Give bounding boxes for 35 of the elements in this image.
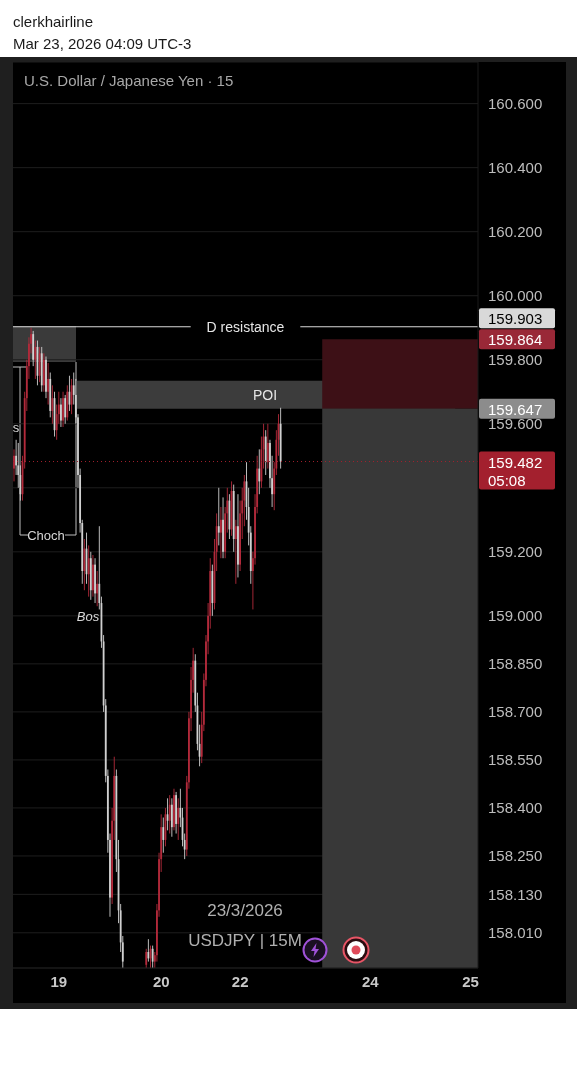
text: clerkhairline xyxy=(13,13,94,31)
x-tick-label: 25 xyxy=(462,972,479,990)
annotation: s xyxy=(12,419,20,435)
band-label: POI xyxy=(252,386,278,403)
ref-line-label: 159.482 xyxy=(488,453,543,471)
text: Mar 23, 2026 04:09 UTC-3 xyxy=(13,35,192,53)
y-tick-label: 158.550 xyxy=(488,751,543,769)
y-tick-label: 160.200 xyxy=(488,223,543,240)
x-tick-label: 20 xyxy=(152,972,170,990)
annotation: Bos xyxy=(76,608,100,624)
y-tick-label: 160.000 xyxy=(488,287,543,305)
annotation: D resistance xyxy=(206,318,285,335)
y-tick-label: 160.400 xyxy=(488,158,543,176)
text: 05:08 xyxy=(488,471,526,489)
text: U.S. Dollar / Japanese Yen · 15 xyxy=(24,72,234,89)
annotation: 23/3/2026 xyxy=(207,900,283,920)
x-tick-label: 19 xyxy=(50,972,68,990)
annotation: USDJPY | 15M xyxy=(188,930,302,950)
x-tick-label: 24 xyxy=(361,972,380,990)
ref-line-label: 159.903 xyxy=(488,309,543,327)
annotation: Choch xyxy=(27,527,65,543)
x-tick-label: 22 xyxy=(231,972,249,990)
y-tick-label: 160.600 xyxy=(488,94,543,112)
y-tick-label: 159.200 xyxy=(488,543,543,561)
band-label: 159.864 xyxy=(488,330,543,348)
y-tick-label: 158.250 xyxy=(488,847,543,865)
y-tick-label: 159.600 xyxy=(488,415,543,433)
y-tick-label: 158.130 xyxy=(488,885,543,903)
y-tick-label: 159.800 xyxy=(488,351,543,369)
y-tick-label: 158.010 xyxy=(488,924,543,942)
y-tick-label: 158.850 xyxy=(488,655,543,673)
band-label: 159.647 xyxy=(488,400,543,418)
y-tick-label: 158.700 xyxy=(488,703,543,721)
y-tick-label: 159.000 xyxy=(488,607,543,625)
y-tick-label: 158.400 xyxy=(488,799,543,817)
